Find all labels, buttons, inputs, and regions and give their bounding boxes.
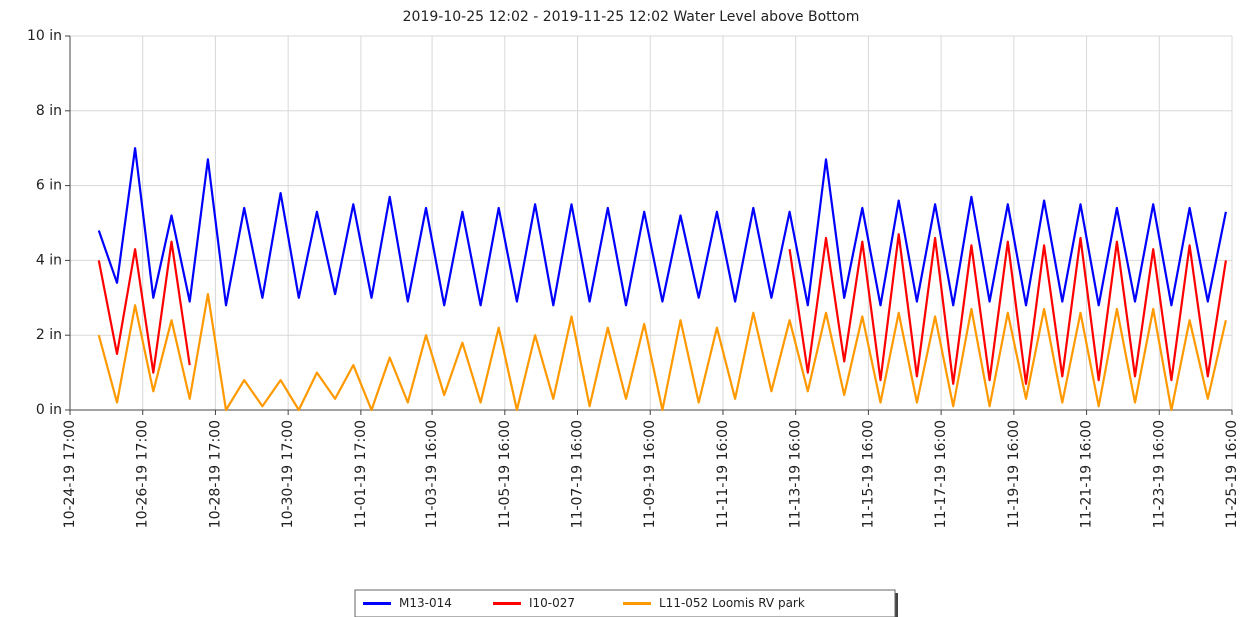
legend-label: L11-052 Loomis RV park (659, 596, 805, 610)
series-line (97, 293, 1227, 412)
y-tick-label: 6 in (36, 178, 62, 194)
x-tick-label: 11-17-19 16:00 (933, 420, 949, 528)
x-tick-label: 10-28-19 17:00 (207, 420, 223, 528)
y-tick-label: 0 in (36, 402, 62, 418)
series-line (97, 233, 1227, 385)
legend: M13-014 I10-027 L11-052 Loomis RV park (354, 589, 898, 617)
chart-title: 2019-10-25 12:02 - 2019-11-25 12:02 Wate… (403, 9, 860, 25)
y-tick-label: 2 in (36, 327, 62, 343)
y-tick-label: 4 in (36, 252, 62, 268)
x-tick-label: 11-13-19 16:00 (788, 420, 804, 528)
legend-label: I10-027 (529, 596, 575, 610)
legend-label: M13-014 (399, 596, 452, 610)
series-line (97, 147, 1227, 307)
x-tick-label: 10-24-19 17:00 (62, 420, 78, 528)
x-tick-label: 11-25-19 16:00 (1224, 420, 1240, 528)
x-tick-label: 11-19-19 16:00 (1006, 420, 1022, 528)
x-tick-label: 11-07-19 16:00 (570, 420, 586, 528)
x-tick-label: 11-21-19 16:00 (1079, 420, 1095, 528)
x-tick-label: 11-05-19 16:00 (497, 420, 513, 528)
x-tick-label: 11-01-19 17:00 (353, 420, 369, 528)
x-tick-label: 11-15-19 16:00 (860, 420, 876, 528)
y-tick-label: 10 in (27, 28, 62, 44)
x-tick-label: 10-30-19 17:00 (280, 420, 296, 528)
x-tick-label: 10-26-19 17:00 (135, 420, 151, 528)
x-tick-label: 11-03-19 16:00 (424, 420, 440, 528)
x-tick-label: 11-09-19 16:00 (642, 420, 658, 528)
x-tick-label: 11-23-19 16:00 (1151, 420, 1167, 528)
y-tick-label: 8 in (36, 103, 62, 119)
x-tick-label: 11-11-19 16:00 (715, 420, 731, 528)
